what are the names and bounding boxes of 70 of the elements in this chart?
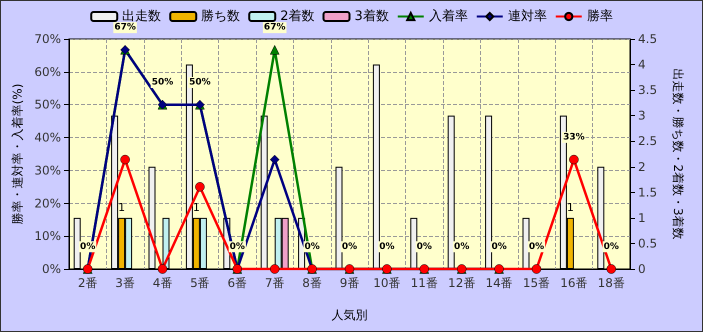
data-label: 0% [604, 242, 619, 252]
data-label: 0% [416, 242, 432, 252]
x-tick-label: 16番 [560, 276, 588, 290]
legend-label: 勝ち数 [201, 9, 240, 24]
point [270, 154, 280, 164]
legend-label: 3着数 [354, 8, 389, 24]
y2-tick-label: 3 [638, 108, 646, 123]
y2-axis-title: 出走数・勝ち数・2着数・3着数 [671, 68, 685, 240]
legend-label: 勝率 [586, 8, 613, 24]
y2-tick-label: 2 [638, 160, 646, 174]
legend-label: 出走数 [122, 9, 162, 24]
point [569, 154, 579, 164]
y2-tick-label: 4.5 [638, 32, 658, 46]
data-label: 67% [114, 22, 136, 33]
y2-tick-label: 1 [638, 210, 646, 225]
y-tick-label: 40% [34, 130, 61, 145]
data-label: 50% [189, 77, 211, 88]
y-tick-label: 30% [34, 163, 61, 178]
legend-label: 2着数 [280, 8, 315, 24]
point [120, 154, 130, 164]
point [195, 182, 205, 192]
x-tick-label: 18番 [598, 276, 625, 290]
x-tick-label: 2番 [78, 276, 98, 290]
y-tick-label: 20% [34, 196, 61, 210]
x-tick-label: 8番 [302, 276, 322, 290]
y-axis-title: 勝率・連対率・入着率(%) [10, 84, 24, 224]
data-label: 0% [342, 242, 358, 252]
legend-label: 連対率 [508, 8, 547, 24]
x-tick-label: 15番 [522, 276, 550, 290]
y2-tick-label: 4 [638, 58, 646, 72]
x-tick-label: 14番 [485, 276, 513, 290]
x-tick-label: 7番 [264, 276, 285, 290]
data-label: 0% [528, 242, 544, 252]
data-label: 0% [230, 242, 245, 252]
y2-tick-label: 3.5 [638, 83, 658, 98]
y-tick-label: 70% [34, 32, 61, 46]
data-label: 1 [118, 200, 126, 214]
y-tick-label: 10% [34, 229, 61, 244]
point [270, 45, 280, 55]
data-label: 0% [304, 242, 320, 252]
x-tick-label: 6番 [227, 276, 248, 290]
data-label: 50% [152, 77, 174, 88]
point [270, 264, 280, 274]
legend-label: 入着率 [428, 8, 468, 24]
data-label: 0% [80, 242, 96, 252]
y-tick-label: 0% [42, 262, 61, 276]
y-tick-label: 50% [34, 98, 61, 112]
point [158, 264, 168, 274]
x-tick-label: 12番 [448, 276, 476, 290]
point [532, 264, 542, 274]
x-tick-label: 3番 [115, 276, 135, 290]
y2-tick-label: 0 [638, 262, 646, 276]
x-axis-title: 人気別 [332, 308, 368, 322]
data-label: 67% [264, 22, 286, 33]
y-tick-label: 60% [34, 64, 61, 79]
y2-tick-label: 2.5 [638, 134, 658, 148]
x-tick-label: 11番 [410, 276, 438, 290]
data-label: 1 [566, 200, 574, 214]
x-tick-label: 5番 [190, 276, 210, 290]
y2-tick-label: 0.5 [638, 236, 658, 250]
data-label: 33% [563, 132, 585, 142]
x-tick-label: 10番 [373, 276, 401, 290]
data-label: 0% [379, 242, 395, 252]
x-tick-label: 9番 [340, 276, 360, 290]
data-label: 0% [454, 242, 470, 252]
x-tick-label: 4番 [152, 276, 172, 290]
data-label: 0% [491, 242, 507, 252]
point [606, 264, 616, 274]
data-label: 1 [192, 200, 200, 214]
y2-tick-label: 1.5 [638, 185, 658, 200]
